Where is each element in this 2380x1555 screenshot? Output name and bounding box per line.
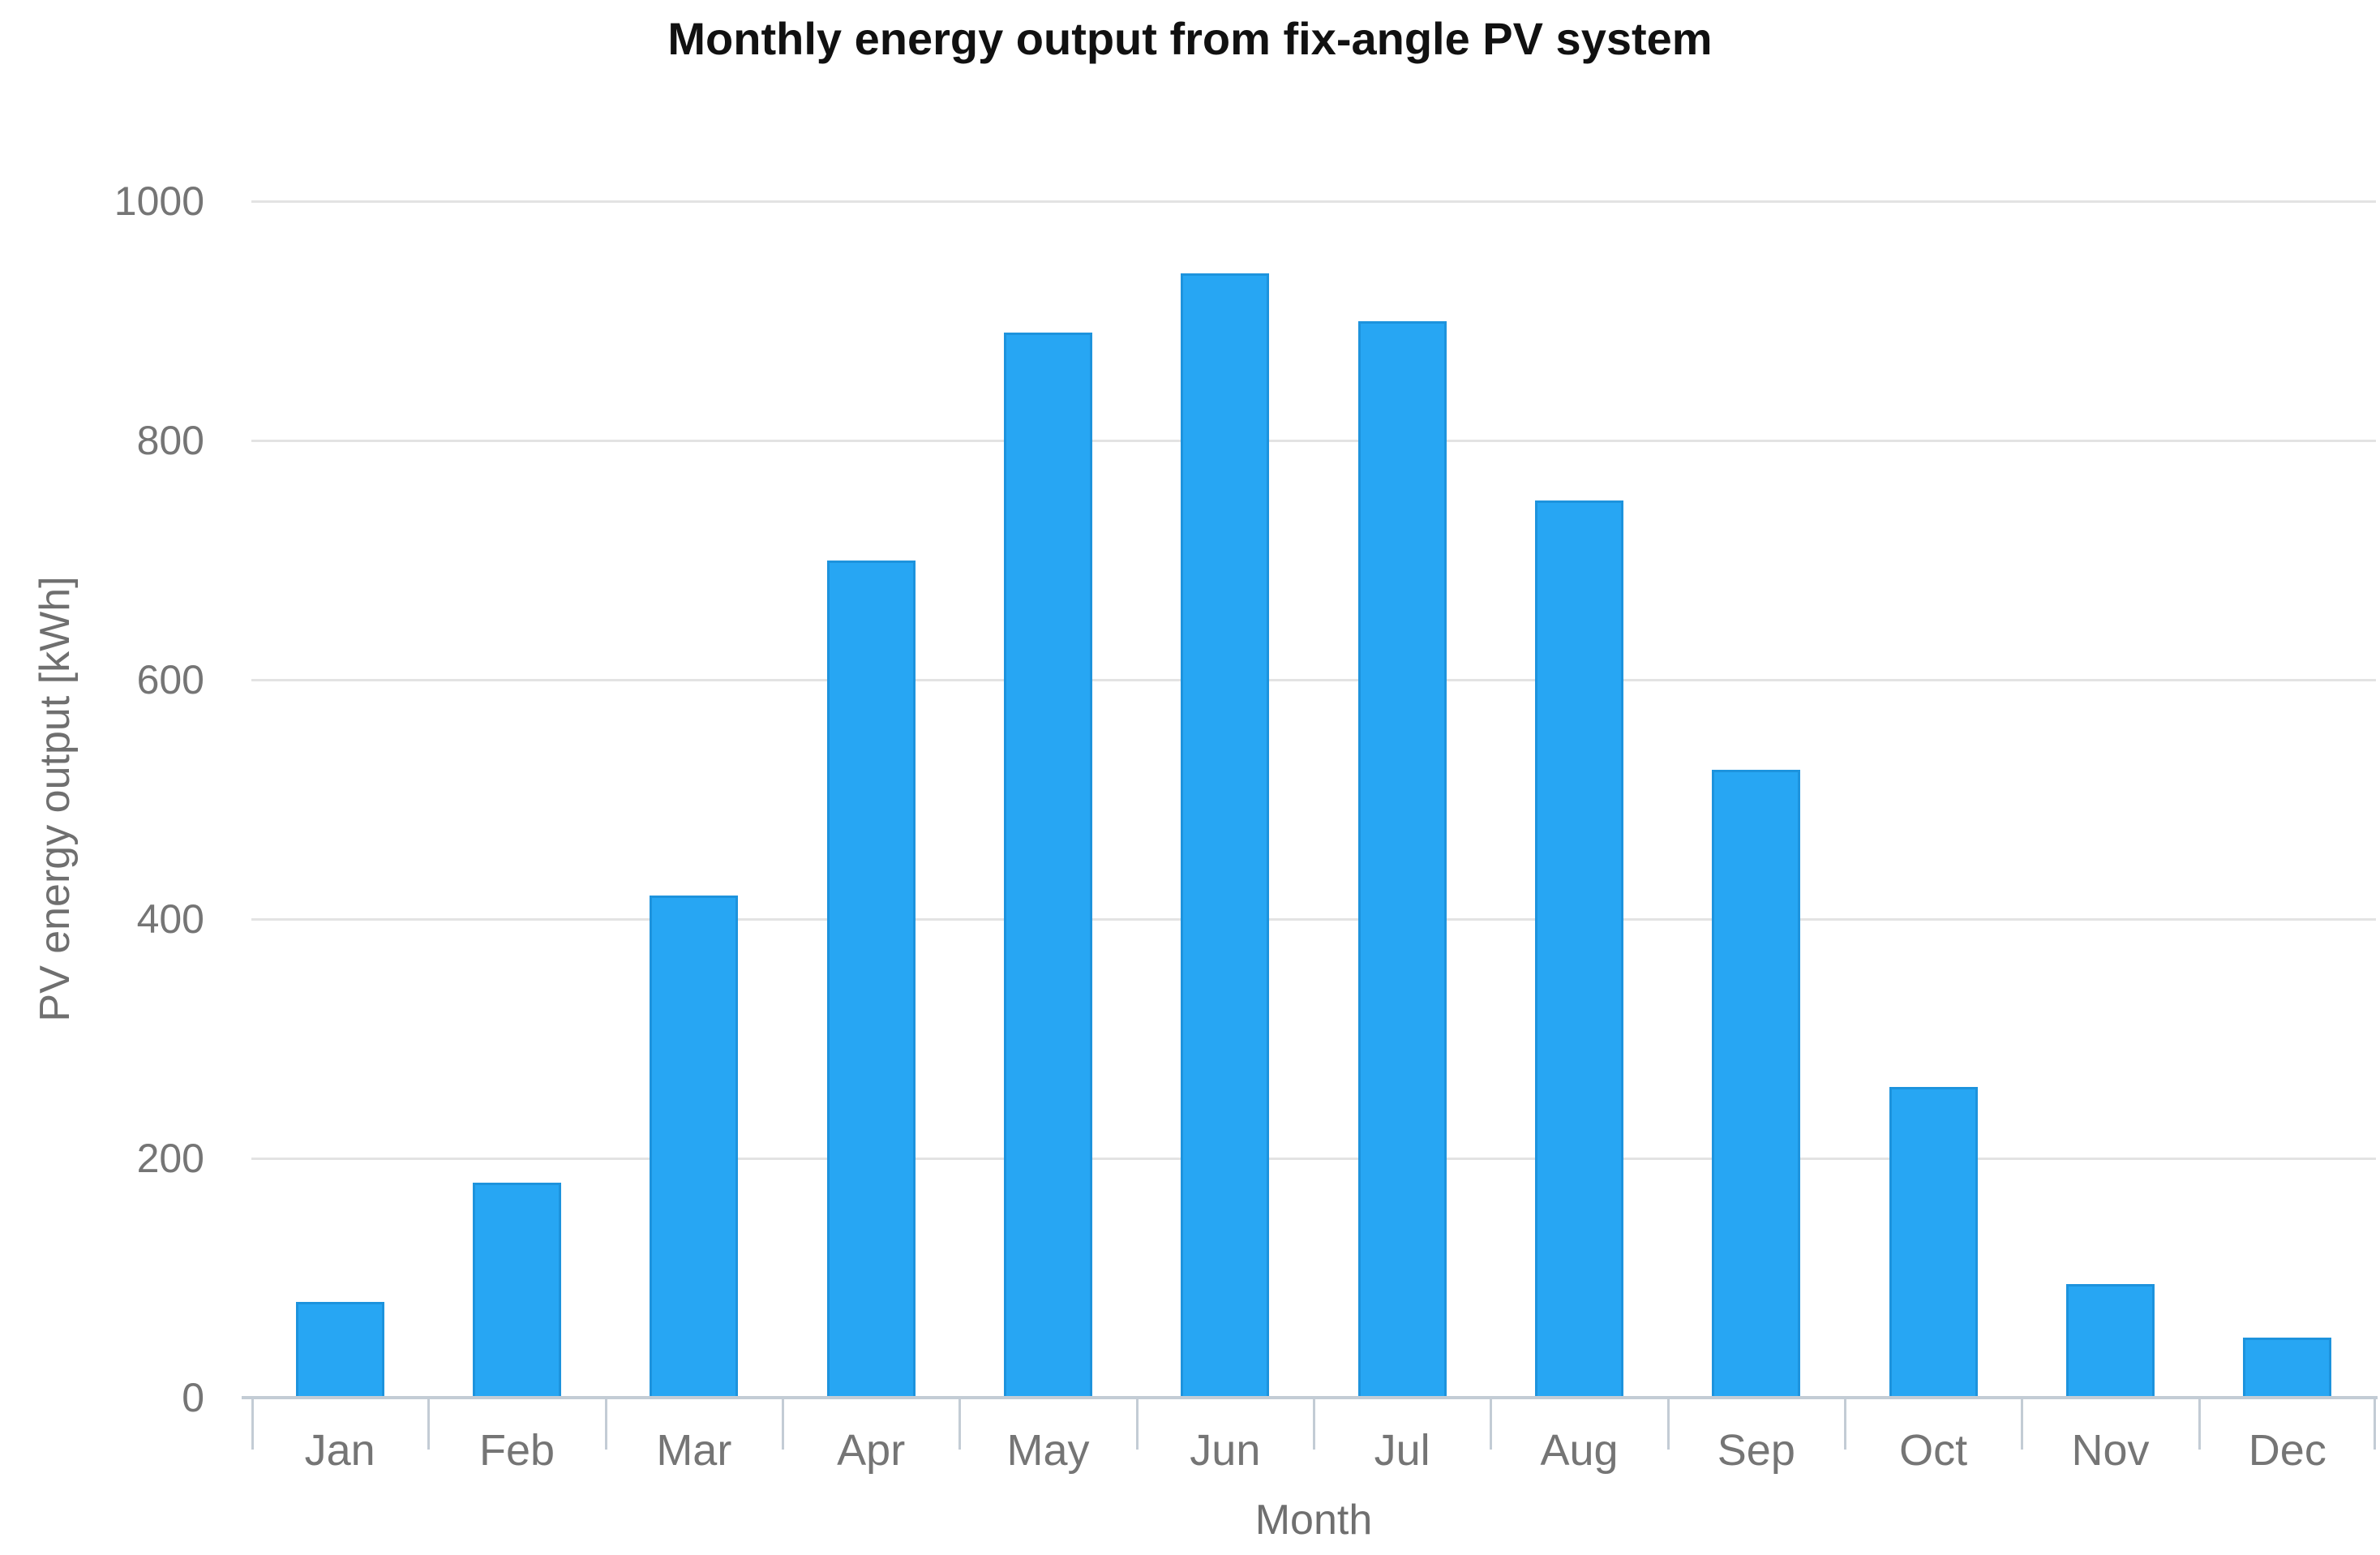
bar-may [1003,333,1093,1398]
x-tick-label-jun: Jun [1190,1426,1261,1475]
y-axis-tick-labels: 0 200 400 600 800 1000 [0,181,204,1418]
bar-slot-jun [1137,201,1314,1398]
x-tick [1313,1399,1315,1450]
x-tick [2198,1399,2201,1450]
y-tick-label: 600 [136,657,204,702]
x-tick [427,1399,431,1450]
x-tick-label-oct: Oct [1899,1426,1968,1475]
gridline-600 [251,679,2376,681]
gridline-200 [251,1158,2376,1160]
bar-slot-jul [1314,201,1490,1398]
x-tick [782,1399,784,1450]
bar-slot-dec [2199,201,2376,1398]
bar-jun [1181,273,1270,1398]
y-tick-label: 800 [136,418,204,463]
x-tick-label-aug: Aug [1540,1426,1619,1475]
x-tick [251,1399,254,1450]
bar-slot-apr [783,201,959,1398]
bar-aug [1534,500,1624,1398]
bar-jan [295,1302,384,1398]
y-tick-label: 400 [136,896,204,942]
x-axis-line [242,1396,2378,1399]
x-tick [1490,1399,1493,1450]
x-tick-label-dec: Dec [2248,1426,2326,1475]
x-tick [2374,1399,2376,1450]
y-tick-label: 0 [182,1375,204,1420]
plot-area [251,200,2376,1398]
x-tick [1844,1399,1846,1450]
y-tick-label: 200 [136,1136,204,1181]
bar-slot-sep [1668,201,1845,1398]
x-tick-label-jan: Jan [304,1426,375,1475]
gridline-1000 [251,200,2376,203]
bar-slot-may [959,201,1136,1398]
x-tick-label-jul: Jul [1374,1426,1430,1475]
bar-mar [650,895,739,1398]
x-tick-label-sep: Sep [1717,1426,1795,1475]
y-tick-label: 1000 [114,178,204,224]
chart-title: Monthly energy output from fix-angle PV … [667,13,1713,64]
bar-slot-nov [2022,201,2198,1398]
bar-slot-mar [606,201,783,1398]
x-tick-label-mar: Mar [656,1426,732,1475]
bar-slot-feb [428,201,605,1398]
bar-slot-oct [1845,201,2022,1398]
bar-slot-jan [251,201,428,1398]
x-tick-label-apr: Apr [837,1426,906,1475]
x-tick-label-feb: Feb [478,1426,555,1475]
gridline-400 [251,918,2376,921]
bar-oct [1889,1086,1978,1398]
bar-sep [1712,769,1801,1398]
bar-slot-aug [1490,201,1667,1398]
x-tick [1135,1399,1139,1450]
x-tick [2021,1399,2024,1450]
bar-jul [1357,320,1447,1398]
x-axis-ticks [251,1399,2376,1450]
x-tick [604,1399,607,1450]
x-tick-label-may: May [1006,1426,1090,1475]
x-tick-label-nov: Nov [2071,1426,2150,1475]
bar-dec [2243,1338,2332,1398]
x-tick [1666,1399,1670,1450]
x-axis-tick-labels: Jan Feb Mar Apr May Jun Jul Aug Sep Oct Nov Dec [251,1424,2376,1476]
gridline-800 [251,440,2376,442]
bar-apr [826,560,916,1398]
bar-nov [2065,1283,2155,1398]
x-tick [958,1399,962,1450]
x-axis-title: Month [1254,1497,1373,1544]
bar-feb [472,1182,562,1398]
